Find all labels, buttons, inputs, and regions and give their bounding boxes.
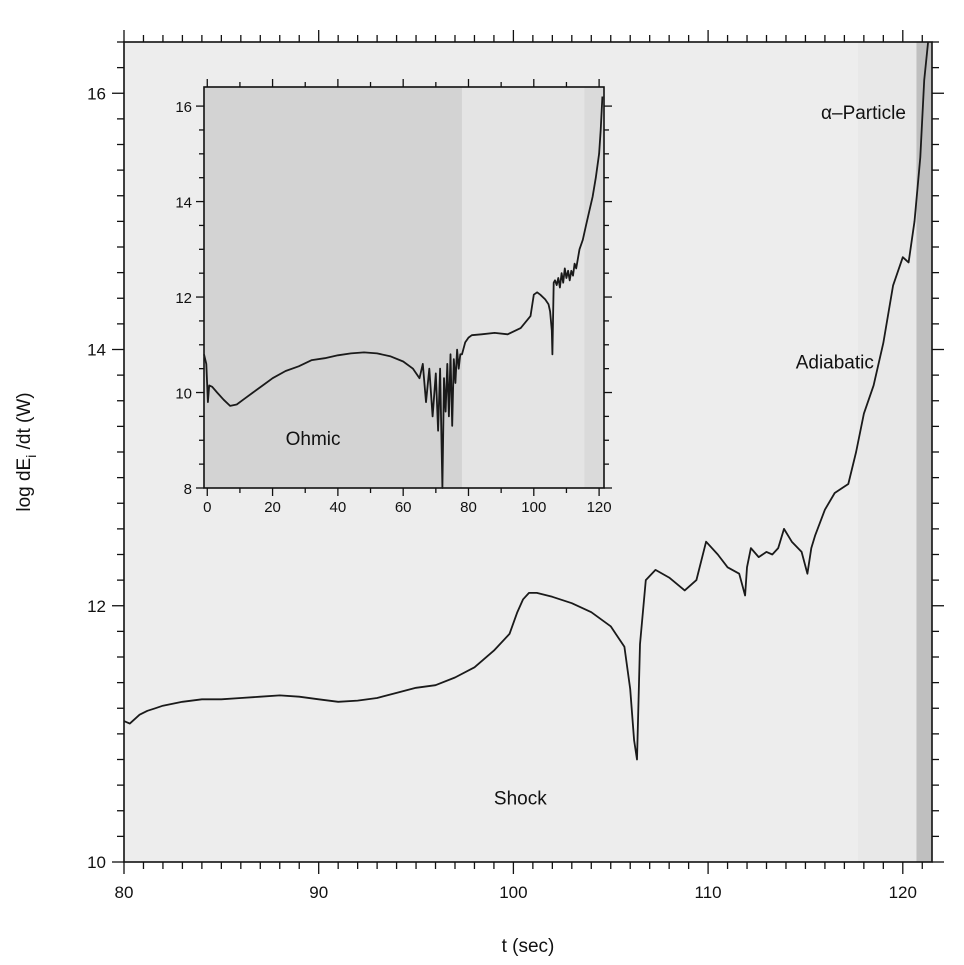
y-axis-title-suffix: /dt (W) [14, 392, 35, 454]
inset-x-tick-label: 0 [203, 499, 211, 516]
main-region-2 [916, 42, 932, 862]
inset-y-tick-label: 14 [175, 195, 192, 212]
main-x-tick-label: 90 [309, 883, 328, 902]
inset-region-2 [584, 87, 604, 488]
inset-x-tick-label: 40 [330, 499, 347, 516]
main-region-label: α–Particle [821, 103, 906, 124]
main-region-1 [858, 42, 917, 862]
inset-x-tick-label: 100 [521, 499, 546, 516]
y-axis-title-main: log dE [14, 458, 35, 512]
inset-y-tick-label: 12 [175, 290, 192, 307]
inset-x-tick-label: 80 [460, 499, 477, 516]
main-y-tick-label: 10 [87, 853, 106, 872]
main-region-label: Adiabatic [796, 353, 874, 374]
main-x-tick-label: 100 [499, 883, 527, 902]
main-x-tick-label: 120 [889, 883, 917, 902]
main-x-tick-label: 80 [115, 883, 134, 902]
main-y-tick-label: 14 [87, 341, 106, 360]
inset-plot: 0 20 40 60 80 100 120 8 10 12 14 16 Ohmic [175, 79, 612, 516]
main-series-line [123, 41, 929, 761]
x-axis-title: t (sec) [502, 936, 555, 957]
main-x-tick-label: 110 [695, 883, 722, 902]
inset-y-tick-label: 8 [184, 481, 192, 498]
inset-x-tick-label: 20 [264, 499, 281, 516]
inset-series-line [203, 96, 604, 489]
inset-x-tick-label: 120 [587, 499, 612, 516]
main-region-label: Shock [494, 788, 547, 809]
inset-region-1 [461, 87, 585, 488]
inset-region-label: Ohmic [286, 429, 341, 450]
inset-region-0 [204, 87, 462, 488]
y-axis-title-subscript: i [23, 455, 39, 458]
inset-x-tick-label: 60 [395, 499, 412, 516]
inset-y-tick-label: 10 [175, 386, 192, 403]
inset-frame [203, 86, 605, 489]
inset-y-tick-label: 16 [175, 99, 192, 116]
main-y-tick-label: 16 [87, 84, 106, 103]
main-y-tick-label: 12 [87, 597, 106, 616]
y-axis-title: log dEi /dt (W) [14, 392, 39, 511]
